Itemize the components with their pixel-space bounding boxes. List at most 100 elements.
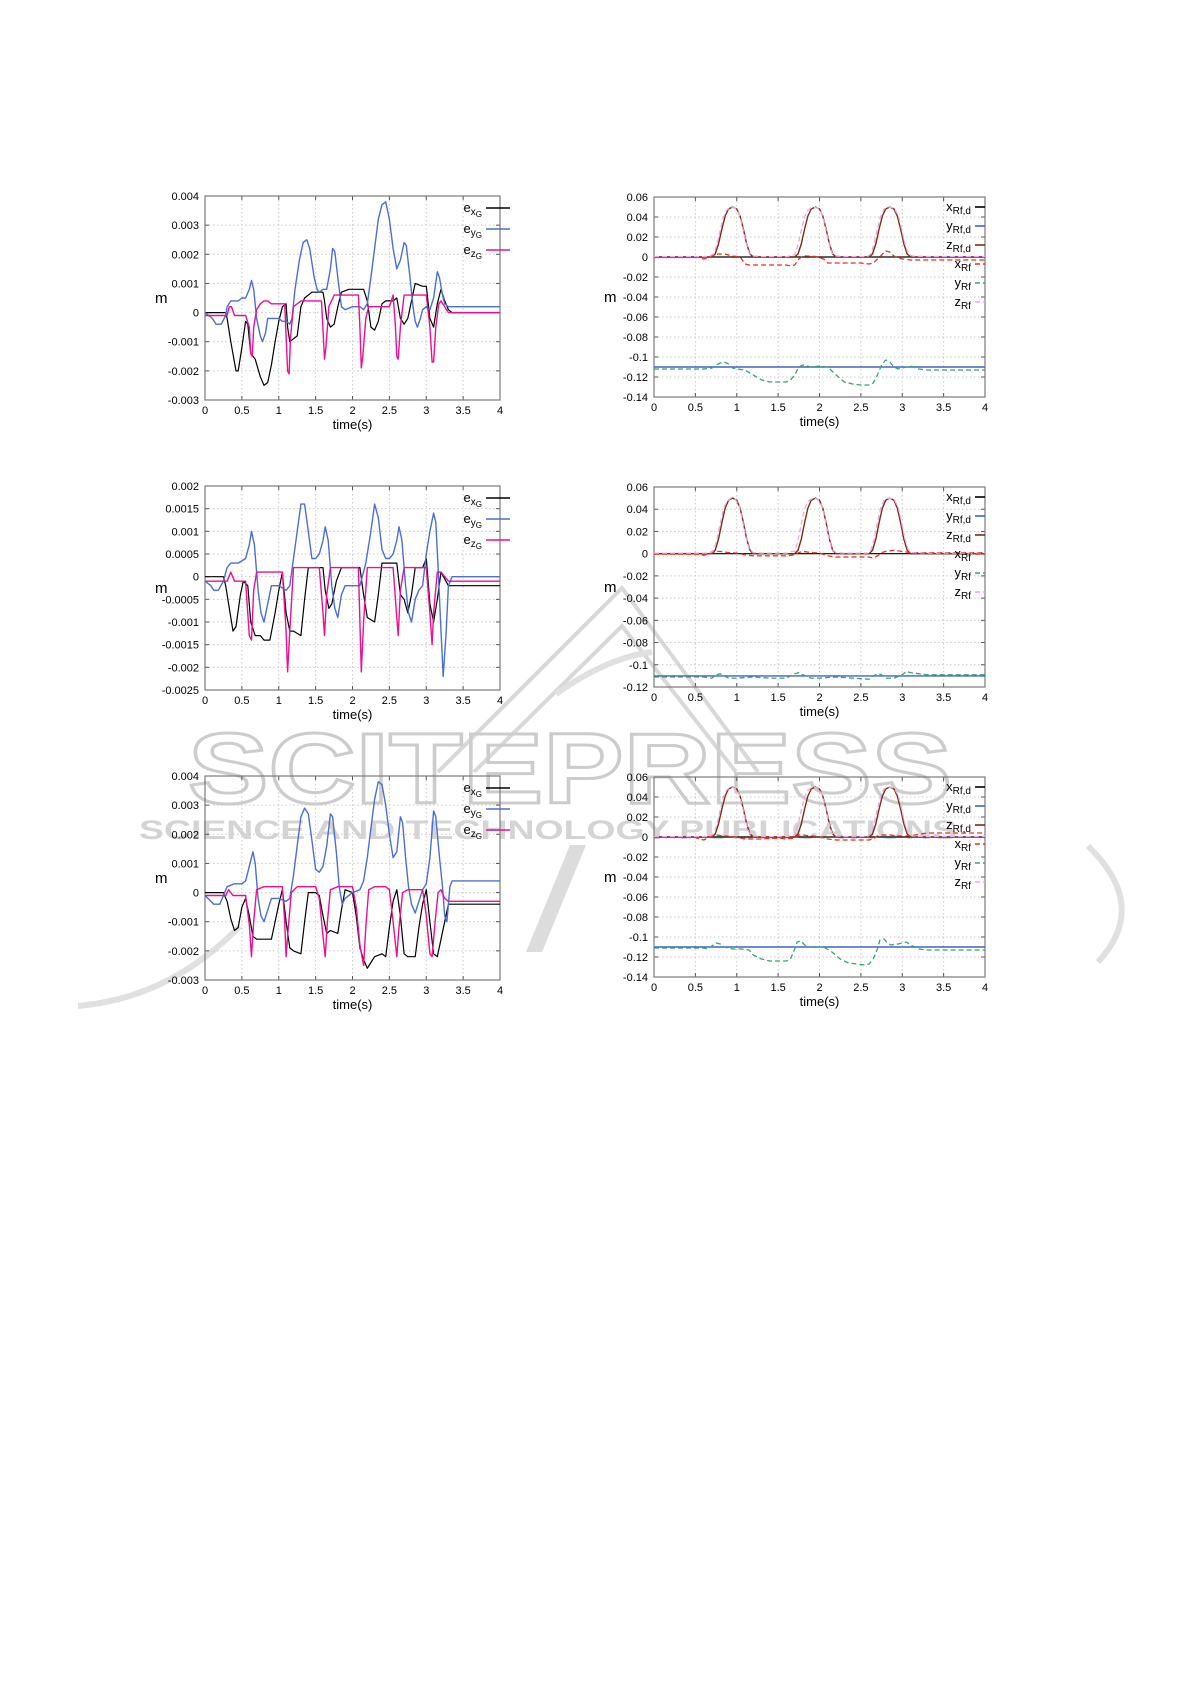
y-tick-label: 0.04 xyxy=(627,212,648,224)
x-tick-label: 0.5 xyxy=(234,985,249,997)
y-tick-label: -0.003 xyxy=(168,395,199,407)
plot-border xyxy=(204,195,501,401)
chart-canvas: 0.06 0.04 0.02 0 -0.02 -0.04 -0.06 -0.08 -0.1 -0.… xyxy=(604,192,988,429)
legend-label: xRf xyxy=(955,836,972,854)
y-tick-label: 0 xyxy=(642,549,648,561)
y-tick-label: -0.0025 xyxy=(162,685,199,697)
x-axis-label: time(s) xyxy=(800,414,840,429)
legend-label: exG xyxy=(464,200,482,219)
x-tick-label: 0.5 xyxy=(688,982,703,994)
legend-label: yRf xyxy=(955,275,972,293)
y-tick-label: -0.003 xyxy=(168,975,199,987)
y-tick-label: 0.02 xyxy=(627,526,648,538)
x-tick-label: 2 xyxy=(816,402,822,414)
gridlines xyxy=(653,486,986,688)
x-tick-label: 1 xyxy=(276,985,282,997)
series-x_Rf xyxy=(654,832,985,841)
x-axis-label: time(s) xyxy=(800,994,840,1009)
y-tick-label: 0.06 xyxy=(627,192,648,204)
x-tick-label: 2.5 xyxy=(853,402,868,414)
y-tick-label: -0.02 xyxy=(623,852,648,864)
y-tick-label: 0.003 xyxy=(171,220,199,232)
y-tick-label: -0.04 xyxy=(623,872,648,884)
y-tick-label: -0.02 xyxy=(623,571,648,583)
x-tick-label: 1.5 xyxy=(308,695,323,707)
x-tick-label: 4 xyxy=(982,982,988,994)
x-tick-label: 1.5 xyxy=(308,405,323,417)
series-e_yG xyxy=(204,201,500,343)
series-z_Rf xyxy=(654,497,985,554)
legend-label: yRf xyxy=(955,565,972,583)
x-tick-label: 2.5 xyxy=(853,982,868,994)
y-tick-label: -0.06 xyxy=(623,312,648,324)
series-group xyxy=(654,206,985,386)
x-tick-label: 2 xyxy=(816,692,822,704)
y-tick-label: -0.14 xyxy=(623,392,648,404)
x-tick-label: 0 xyxy=(651,982,657,994)
y-tick-label: 0.04 xyxy=(627,792,648,804)
x-tick-label: 2 xyxy=(816,982,822,994)
y-tick-label: 0.04 xyxy=(627,504,648,516)
series-z_Rf xyxy=(654,206,985,258)
axis-labels: 0.06 0.04 0.02 0 -0.02 -0.04 -0.06 -0.08 -0.1 -0.… xyxy=(604,772,988,1009)
chart-foot-position-3: 0.06 0.04 0.02 0 -0.02 -0.04 -0.06 -0.08 -0.1 -0.… xyxy=(589,763,1065,1030)
x-tick-label: 3.5 xyxy=(936,692,951,704)
y-tick-label: -0.14 xyxy=(623,972,648,984)
series-z_Rf xyxy=(654,786,985,838)
series-e_xG xyxy=(205,282,500,386)
plot-border xyxy=(204,775,501,981)
x-tick-label: 3.5 xyxy=(455,695,470,707)
y-tick-label: 0 xyxy=(193,308,199,320)
x-tick-label: 1.5 xyxy=(770,402,785,414)
x-tick-label: 1 xyxy=(734,692,740,704)
y-tick-label: 0.06 xyxy=(627,482,648,494)
watermark-subtitle: SCIENCE AND TECHNOLOGY PUBLICATIONS xyxy=(139,815,957,845)
x-tick-label: 2.5 xyxy=(382,695,397,707)
legend-label: eyG xyxy=(464,511,482,530)
y-tick-label: 0 xyxy=(193,572,199,584)
legend-label: zRf xyxy=(955,584,972,602)
y-tick-label: -0.08 xyxy=(623,638,648,650)
axis-labels: 0.0040.0030.0020.0010-0.001-0.002-0.0030… xyxy=(155,771,503,1012)
legend-label: zRf xyxy=(955,874,972,892)
x-axis-label: time(s) xyxy=(333,707,373,722)
legend-label: zRf,d xyxy=(946,817,971,835)
chart-gripper-error-3: 0.004 0.003 0.002 0.001 0 -0.001 -0.002 -0.003 0… xyxy=(140,762,580,1033)
y-tick-label: -0.0015 xyxy=(162,640,199,652)
y-tick-label: -0.1 xyxy=(629,352,648,364)
x-tick-label: 1 xyxy=(734,402,740,414)
chart-canvas: 0.0040.0030.0020.0010-0.001-0.002-0.0030… xyxy=(155,771,510,1012)
y-tick-label: -0.08 xyxy=(623,912,648,924)
y-tick-label: 0.001 xyxy=(171,278,199,290)
y-tick-label: 0 xyxy=(642,832,648,844)
gridlines xyxy=(653,196,986,398)
y-tick-label: 0.02 xyxy=(627,812,648,824)
x-tick-label: 3.5 xyxy=(455,985,470,997)
x-tick-label: 1 xyxy=(734,982,740,994)
y-axis-label: m xyxy=(155,870,168,887)
legend-label: eyG xyxy=(464,221,482,240)
axis-labels: 0.06 0.04 0.02 0 -0.02 -0.04 -0.06 -0.08 -0.1 -0.… xyxy=(604,192,988,429)
x-tick-label: 3.5 xyxy=(455,405,470,417)
y-tick-label: -0.1 xyxy=(629,932,648,944)
x-tick-label: 0.5 xyxy=(688,402,703,414)
series-group xyxy=(204,781,500,969)
legend-label: yRf,d xyxy=(946,218,971,236)
x-tick-label: 3 xyxy=(423,985,429,997)
chart-canvas: 0.06 0.04 0.02 0 -0.02 -0.04 -0.06 -0.08 -0.1 -0.… xyxy=(604,482,988,719)
legend-label: ezG xyxy=(464,242,482,261)
legend-label: xRf xyxy=(955,546,972,564)
legend-label: ezG xyxy=(464,532,482,551)
series-e_zG xyxy=(205,294,500,375)
chart-gripper-error-2: 0.002 0.0015 0.001 0.0005 0 -0.0005 -0.001 -0.0… xyxy=(140,472,580,743)
chart-canvas: 0.0040.0030.0020.0010-0.001-0.002-0.0030… xyxy=(155,191,510,432)
x-tick-label: 4 xyxy=(982,692,988,704)
axis-labels: 0.06 0.04 0.02 0 -0.02 -0.04 -0.06 -0.08 -0.1 -0.… xyxy=(604,482,988,719)
y-tick-label: -0.12 xyxy=(623,682,648,694)
x-tick-label: 2 xyxy=(349,695,355,707)
series-z_Rf_d xyxy=(654,497,985,555)
y-tick-label: 0 xyxy=(642,252,648,264)
legend-label: ezG xyxy=(464,822,482,841)
